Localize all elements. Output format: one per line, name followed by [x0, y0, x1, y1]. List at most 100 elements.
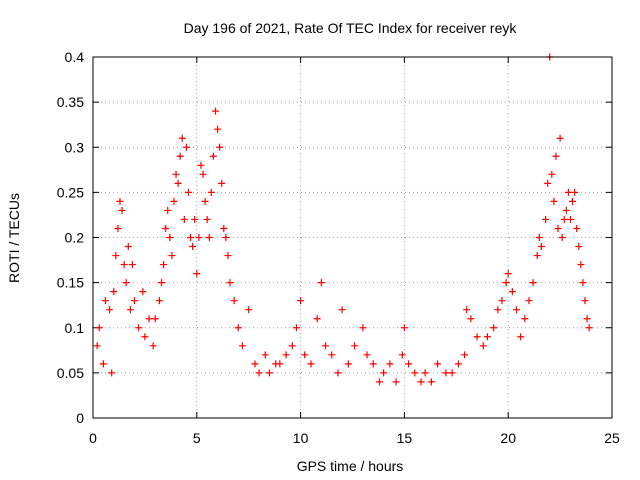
- x-tick-label: 10: [293, 430, 309, 446]
- data-point: [292, 324, 300, 332]
- x-tick-label: 0: [89, 430, 97, 446]
- data-point: [112, 252, 120, 260]
- data-point: [398, 351, 406, 359]
- data-point: [182, 143, 190, 151]
- data-point: [498, 297, 506, 305]
- data-point: [560, 215, 568, 223]
- data-point: [131, 297, 139, 305]
- data-point: [276, 360, 284, 368]
- data-point: [513, 306, 521, 314]
- data-point: [552, 152, 560, 160]
- data-point: [128, 261, 136, 269]
- data-point: [405, 360, 413, 368]
- data-point: [126, 306, 134, 314]
- data-point: [467, 315, 475, 323]
- data-point: [234, 324, 242, 332]
- data-point: [214, 125, 222, 133]
- data-point: [483, 333, 491, 341]
- data-point: [562, 206, 570, 214]
- data-point: [569, 197, 577, 205]
- data-point: [542, 215, 550, 223]
- data-point: [116, 197, 124, 205]
- data-point: [124, 243, 132, 251]
- data-point: [344, 360, 352, 368]
- data-point: [191, 215, 199, 223]
- data-point: [554, 224, 562, 232]
- x-tick-label: 5: [193, 430, 201, 446]
- data-point: [224, 252, 232, 260]
- data-point: [261, 351, 269, 359]
- data-point: [114, 224, 122, 232]
- data-point: [205, 234, 213, 241]
- data-point: [230, 297, 238, 305]
- data-point: [108, 369, 116, 377]
- data-point: [579, 279, 587, 287]
- data-point: [421, 369, 429, 377]
- data-point: [220, 224, 228, 232]
- data-point: [463, 306, 471, 314]
- data-point: [359, 324, 367, 332]
- x-axis-label: GPS time / hours: [297, 458, 404, 474]
- data-point: [174, 179, 182, 187]
- data-point: [427, 378, 435, 386]
- data-point: [122, 279, 130, 287]
- data-point: [375, 378, 383, 386]
- data-point: [282, 351, 290, 359]
- data-point: [139, 288, 147, 296]
- data-point: [521, 315, 529, 323]
- data-point: [101, 297, 109, 305]
- data-point: [301, 351, 309, 359]
- data-point: [494, 306, 502, 314]
- data-point: [535, 234, 543, 241]
- data-point: [170, 197, 178, 205]
- data-point: [334, 369, 342, 377]
- data-point: [442, 369, 450, 377]
- data-point: [548, 170, 556, 178]
- data-point: [575, 243, 583, 251]
- data-point: [265, 369, 273, 377]
- data-point: [558, 234, 566, 241]
- data-point: [193, 270, 201, 278]
- data-point: [322, 342, 330, 350]
- data-point: [162, 224, 170, 232]
- plot-frame: [92, 56, 613, 419]
- data-point: [222, 234, 230, 241]
- data-point: [99, 360, 107, 368]
- data-point: [189, 243, 197, 251]
- y-tick-label: 0: [76, 410, 84, 426]
- data-point: [573, 224, 581, 232]
- y-tick-label: 0.35: [57, 94, 84, 110]
- data-points: [93, 53, 593, 386]
- x-tick-label: 25: [604, 430, 620, 446]
- y-tick-label: 0.25: [57, 184, 84, 200]
- x-tick-label: 20: [500, 430, 516, 446]
- data-point: [178, 134, 186, 142]
- data-point: [226, 279, 234, 287]
- data-point: [288, 342, 296, 350]
- data-point: [164, 206, 172, 214]
- data-point: [448, 369, 456, 377]
- data-point: [411, 369, 419, 377]
- data-point: [571, 188, 579, 196]
- data-point: [544, 179, 552, 187]
- data-point: [490, 324, 498, 332]
- data-point: [550, 197, 558, 205]
- data-point: [479, 342, 487, 350]
- y-tick-label: 0.15: [57, 275, 84, 291]
- data-point: [400, 324, 408, 332]
- data-point: [151, 315, 159, 323]
- data-point: [180, 215, 188, 223]
- data-point: [297, 297, 305, 305]
- y-tick-label: 0.1: [65, 320, 85, 336]
- data-point: [313, 315, 321, 323]
- data-point: [369, 360, 377, 368]
- data-point: [149, 342, 157, 350]
- data-point: [197, 161, 205, 169]
- chart-title: Day 196 of 2021, Rate Of TEC Index for r…: [184, 20, 518, 36]
- data-point: [218, 179, 226, 187]
- x-tick-label: 15: [397, 430, 413, 446]
- data-point: [93, 342, 101, 350]
- data-point: [529, 279, 537, 287]
- data-point: [583, 315, 591, 323]
